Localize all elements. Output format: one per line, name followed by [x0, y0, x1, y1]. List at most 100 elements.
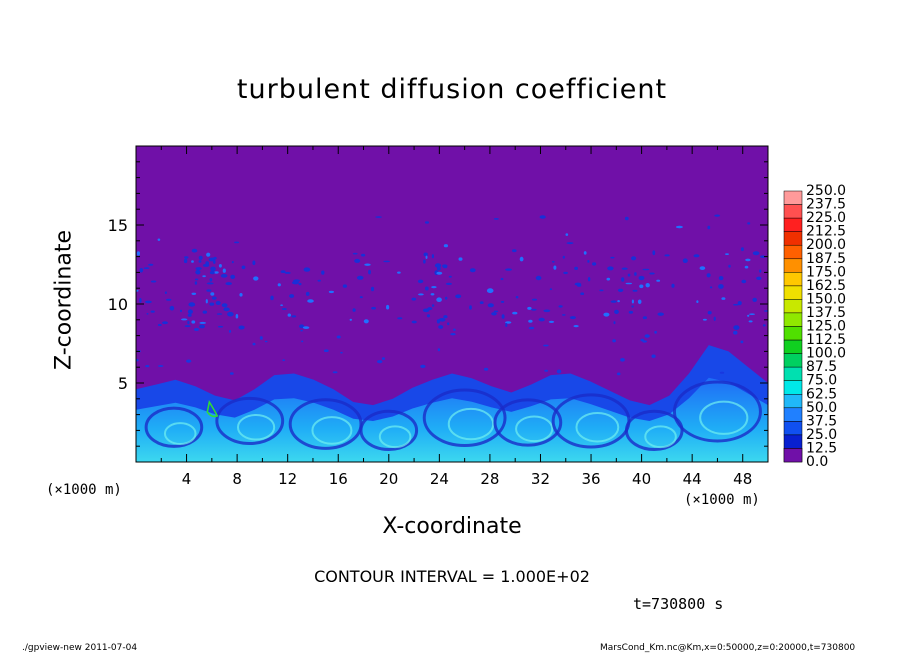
speckle [302, 326, 310, 329]
speckle [613, 321, 616, 325]
speckle [436, 266, 441, 271]
colorbar-band [783, 312, 803, 327]
speckle [411, 297, 417, 301]
speckle [199, 321, 207, 324]
speckle [199, 324, 205, 329]
colorbar-label: 250.0 [806, 183, 846, 199]
speckle [553, 265, 557, 270]
speckle [187, 309, 193, 315]
speckle [657, 312, 664, 316]
time-label: t=730800 s [633, 595, 724, 613]
speckle [486, 288, 494, 294]
speckle [538, 317, 545, 322]
speckle [631, 305, 634, 308]
speckle [307, 299, 314, 303]
colorbar-label: 75.0 [806, 373, 837, 389]
speckle-low [136, 359, 139, 362]
colorbar-band [783, 380, 803, 395]
speckle [214, 271, 219, 274]
x-axis-label: X-coordinate [382, 514, 522, 539]
speckle [180, 309, 182, 313]
speckle-low [340, 351, 343, 354]
speckle [206, 252, 211, 257]
speckle [565, 233, 569, 236]
colorbar-label: 200.0 [806, 237, 846, 253]
colorbar-label: 25.0 [806, 427, 837, 443]
speckle [752, 297, 757, 302]
speckle-low [556, 369, 562, 374]
speckle [209, 302, 215, 306]
colorbar-label: 87.5 [806, 359, 837, 375]
speckle [501, 314, 505, 319]
speckle [181, 318, 188, 321]
speckle [610, 256, 615, 259]
speckle [682, 258, 688, 264]
speckle [375, 216, 382, 218]
speckle [221, 303, 228, 308]
colorbar-label: 0.0 [806, 454, 828, 470]
swirl-8 [672, 380, 762, 443]
speckle [740, 247, 744, 252]
speckle [252, 260, 256, 266]
speckle-low [450, 333, 456, 336]
x-tick-label: 28 [480, 470, 499, 488]
speckle [317, 279, 321, 282]
speckle [191, 260, 194, 263]
speckle [445, 282, 452, 285]
speckle [535, 275, 542, 281]
swirl-3 [359, 409, 419, 451]
speckle [580, 292, 585, 296]
speckle [281, 308, 287, 310]
speckle [721, 297, 726, 300]
speckle [479, 301, 484, 304]
swirl-0 [144, 406, 204, 448]
speckle-low [229, 372, 234, 375]
y-tick-label: 15 [108, 216, 128, 235]
swirl-core-4 [447, 407, 495, 441]
speckle [191, 320, 196, 324]
speckle [187, 320, 190, 325]
speckle [642, 268, 650, 271]
speckle [206, 289, 212, 292]
speckle [733, 303, 739, 306]
speckle [562, 255, 565, 259]
swirl-7 [624, 409, 684, 451]
speckle [364, 263, 371, 266]
speckle [363, 319, 369, 324]
speckle [706, 273, 711, 278]
speckle [573, 325, 579, 328]
speckle [569, 316, 576, 320]
speckle [368, 269, 371, 275]
speckle [718, 284, 724, 289]
speckle [195, 269, 201, 275]
speckle [696, 300, 699, 303]
speckle [238, 325, 245, 330]
speckle [469, 305, 472, 310]
speckle [631, 299, 635, 304]
colorbar-label: 50.0 [806, 400, 837, 416]
speckle [637, 299, 642, 305]
speckle [531, 308, 537, 311]
speckle [664, 254, 670, 257]
speckle [328, 290, 334, 294]
speckle [303, 267, 311, 272]
speckle [136, 289, 139, 292]
speckle [359, 296, 363, 299]
speckle [227, 311, 234, 317]
speckle [599, 289, 604, 292]
speckle [436, 319, 440, 324]
speckle [592, 262, 597, 266]
speckle-low [377, 360, 383, 364]
speckle [431, 304, 435, 307]
speckle [213, 256, 217, 260]
speckle [628, 310, 634, 314]
y-axis: 5 10 15 [108, 161, 768, 447]
speckle [645, 283, 650, 288]
speckle [505, 321, 512, 324]
colorbar-band [783, 407, 803, 422]
speckle [184, 256, 189, 259]
swirl-5 [493, 398, 563, 447]
speckle [634, 272, 637, 276]
speckle [139, 298, 142, 303]
x-unit-label-left: (×1000 m) [46, 482, 122, 498]
